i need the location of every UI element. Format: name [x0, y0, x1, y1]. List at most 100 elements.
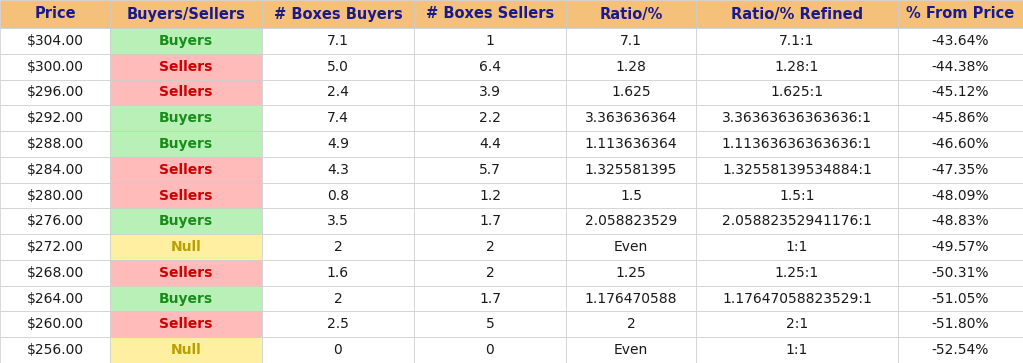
Text: Buyers/Sellers: Buyers/Sellers — [127, 7, 246, 21]
Text: Ratio/%: Ratio/% — [599, 7, 663, 21]
Text: $276.00: $276.00 — [27, 214, 84, 228]
Bar — [262, 157, 414, 183]
Bar — [898, 260, 1023, 286]
Text: $264.00: $264.00 — [27, 291, 84, 306]
Text: $292.00: $292.00 — [27, 111, 84, 125]
Text: 2: 2 — [486, 266, 494, 280]
Bar — [262, 286, 414, 311]
Bar — [566, 28, 696, 54]
Text: 2.05882352941176:1: 2.05882352941176:1 — [722, 214, 872, 228]
Text: -46.60%: -46.60% — [932, 137, 989, 151]
Text: Sellers: Sellers — [160, 188, 213, 203]
Bar — [696, 311, 898, 337]
Text: Sellers: Sellers — [160, 266, 213, 280]
Bar — [898, 0, 1023, 28]
Bar — [262, 79, 414, 105]
Text: 7.1: 7.1 — [620, 34, 642, 48]
Bar — [898, 54, 1023, 79]
Bar — [110, 286, 262, 311]
Bar — [414, 0, 566, 28]
Bar — [414, 234, 566, 260]
Text: $268.00: $268.00 — [27, 266, 84, 280]
Text: 3.9: 3.9 — [479, 85, 501, 99]
Text: 2: 2 — [627, 317, 635, 331]
Text: 1:1: 1:1 — [786, 343, 808, 357]
Bar — [0, 28, 110, 54]
Text: -48.09%: -48.09% — [932, 188, 989, 203]
Bar — [898, 105, 1023, 131]
Bar — [696, 260, 898, 286]
Bar — [0, 131, 110, 157]
Text: 1.32558139534884:1: 1.32558139534884:1 — [722, 163, 872, 177]
Text: 2.2: 2.2 — [479, 111, 501, 125]
Text: 4.3: 4.3 — [327, 163, 349, 177]
Bar — [566, 105, 696, 131]
Bar — [414, 260, 566, 286]
Bar — [110, 337, 262, 363]
Text: $304.00: $304.00 — [27, 34, 84, 48]
Text: -49.57%: -49.57% — [932, 240, 989, 254]
Bar — [0, 0, 110, 28]
Bar — [110, 234, 262, 260]
Bar — [110, 183, 262, 208]
Text: 7.1: 7.1 — [327, 34, 349, 48]
Text: -44.38%: -44.38% — [932, 60, 989, 74]
Text: -45.12%: -45.12% — [932, 85, 989, 99]
Bar — [414, 337, 566, 363]
Bar — [414, 79, 566, 105]
Bar — [696, 0, 898, 28]
Bar — [0, 311, 110, 337]
Text: -48.83%: -48.83% — [932, 214, 989, 228]
Text: -50.31%: -50.31% — [932, 266, 989, 280]
Text: 3.363636364: 3.363636364 — [585, 111, 677, 125]
Text: Even: Even — [614, 343, 649, 357]
Bar — [110, 157, 262, 183]
Text: 5.0: 5.0 — [327, 60, 349, 74]
Text: 2.5: 2.5 — [327, 317, 349, 331]
Bar — [566, 183, 696, 208]
Bar — [566, 0, 696, 28]
Text: Buyers: Buyers — [159, 214, 213, 228]
Bar — [696, 183, 898, 208]
Text: 1.5:1: 1.5:1 — [780, 188, 814, 203]
Text: Sellers: Sellers — [160, 60, 213, 74]
Bar — [566, 79, 696, 105]
Text: 2: 2 — [486, 240, 494, 254]
Bar — [110, 105, 262, 131]
Bar — [898, 311, 1023, 337]
Bar — [110, 79, 262, 105]
Bar — [414, 105, 566, 131]
Text: $256.00: $256.00 — [27, 343, 84, 357]
Text: # Boxes Sellers: # Boxes Sellers — [426, 7, 554, 21]
Bar — [566, 131, 696, 157]
Bar — [566, 234, 696, 260]
Text: Buyers: Buyers — [159, 111, 213, 125]
Bar — [0, 234, 110, 260]
Bar — [696, 337, 898, 363]
Bar — [0, 157, 110, 183]
Bar — [696, 208, 898, 234]
Bar — [898, 234, 1023, 260]
Bar — [696, 286, 898, 311]
Bar — [262, 28, 414, 54]
Bar — [110, 131, 262, 157]
Text: 1.7: 1.7 — [479, 214, 501, 228]
Bar — [566, 208, 696, 234]
Bar — [566, 157, 696, 183]
Bar — [0, 183, 110, 208]
Text: -45.86%: -45.86% — [932, 111, 989, 125]
Bar — [262, 54, 414, 79]
Bar — [110, 0, 262, 28]
Bar — [414, 54, 566, 79]
Text: $296.00: $296.00 — [27, 85, 84, 99]
Text: 7.4: 7.4 — [327, 111, 349, 125]
Text: 5.7: 5.7 — [479, 163, 501, 177]
Bar — [0, 260, 110, 286]
Bar — [262, 260, 414, 286]
Bar — [696, 131, 898, 157]
Text: Sellers: Sellers — [160, 317, 213, 331]
Bar — [414, 208, 566, 234]
Bar — [566, 337, 696, 363]
Text: 1:1: 1:1 — [786, 240, 808, 254]
Bar — [696, 79, 898, 105]
